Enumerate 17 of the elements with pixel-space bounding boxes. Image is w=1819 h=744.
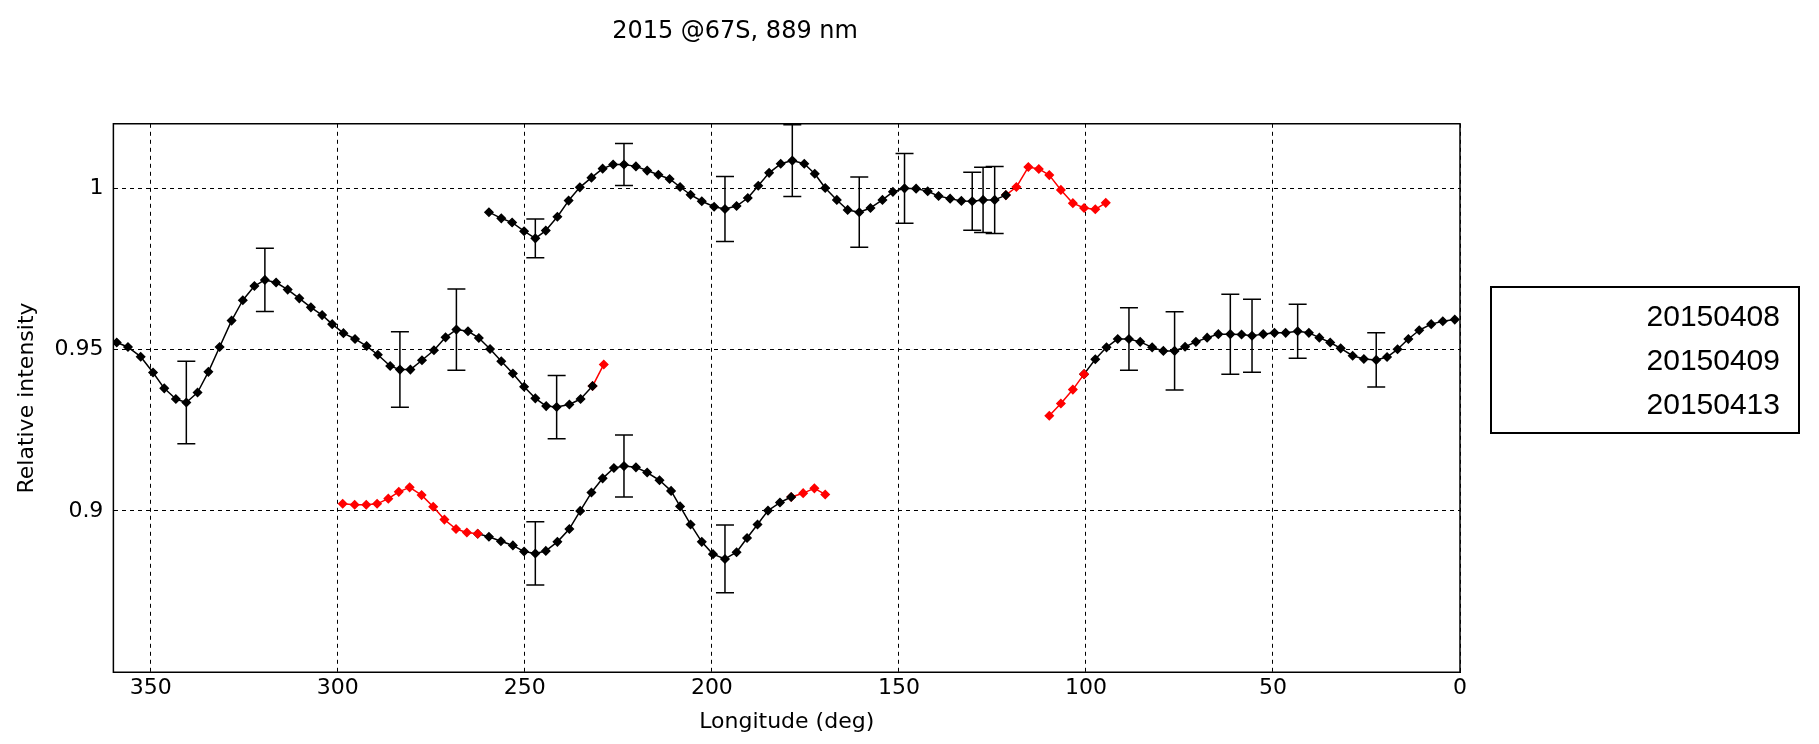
x-axis-title: Longitude (deg) (699, 707, 875, 733)
x-tick-label: 100 (1064, 674, 1107, 700)
x-tick-label: 350 (129, 674, 172, 700)
y-tick-label: 1 (89, 174, 104, 200)
x-tick-label: 150 (877, 674, 920, 700)
x-tick-label: 0 (1453, 674, 1467, 700)
y-axis-title: Relative intensity (12, 302, 38, 494)
text: 20150409 (1645, 342, 1780, 378)
text: 20150408 (1645, 298, 1780, 334)
x-tick-label: 200 (690, 674, 733, 700)
y-tick-label: 0.95 (54, 335, 104, 361)
text: 20150413 (1645, 386, 1780, 422)
x-tick-label: 50 (1258, 674, 1287, 700)
y-tick-label: 0.9 (68, 496, 104, 522)
x-tick-label: 250 (503, 674, 546, 700)
chart-title: 2015 @67S, 889 nm (612, 15, 858, 44)
x-tick-label: 300 (316, 674, 359, 700)
